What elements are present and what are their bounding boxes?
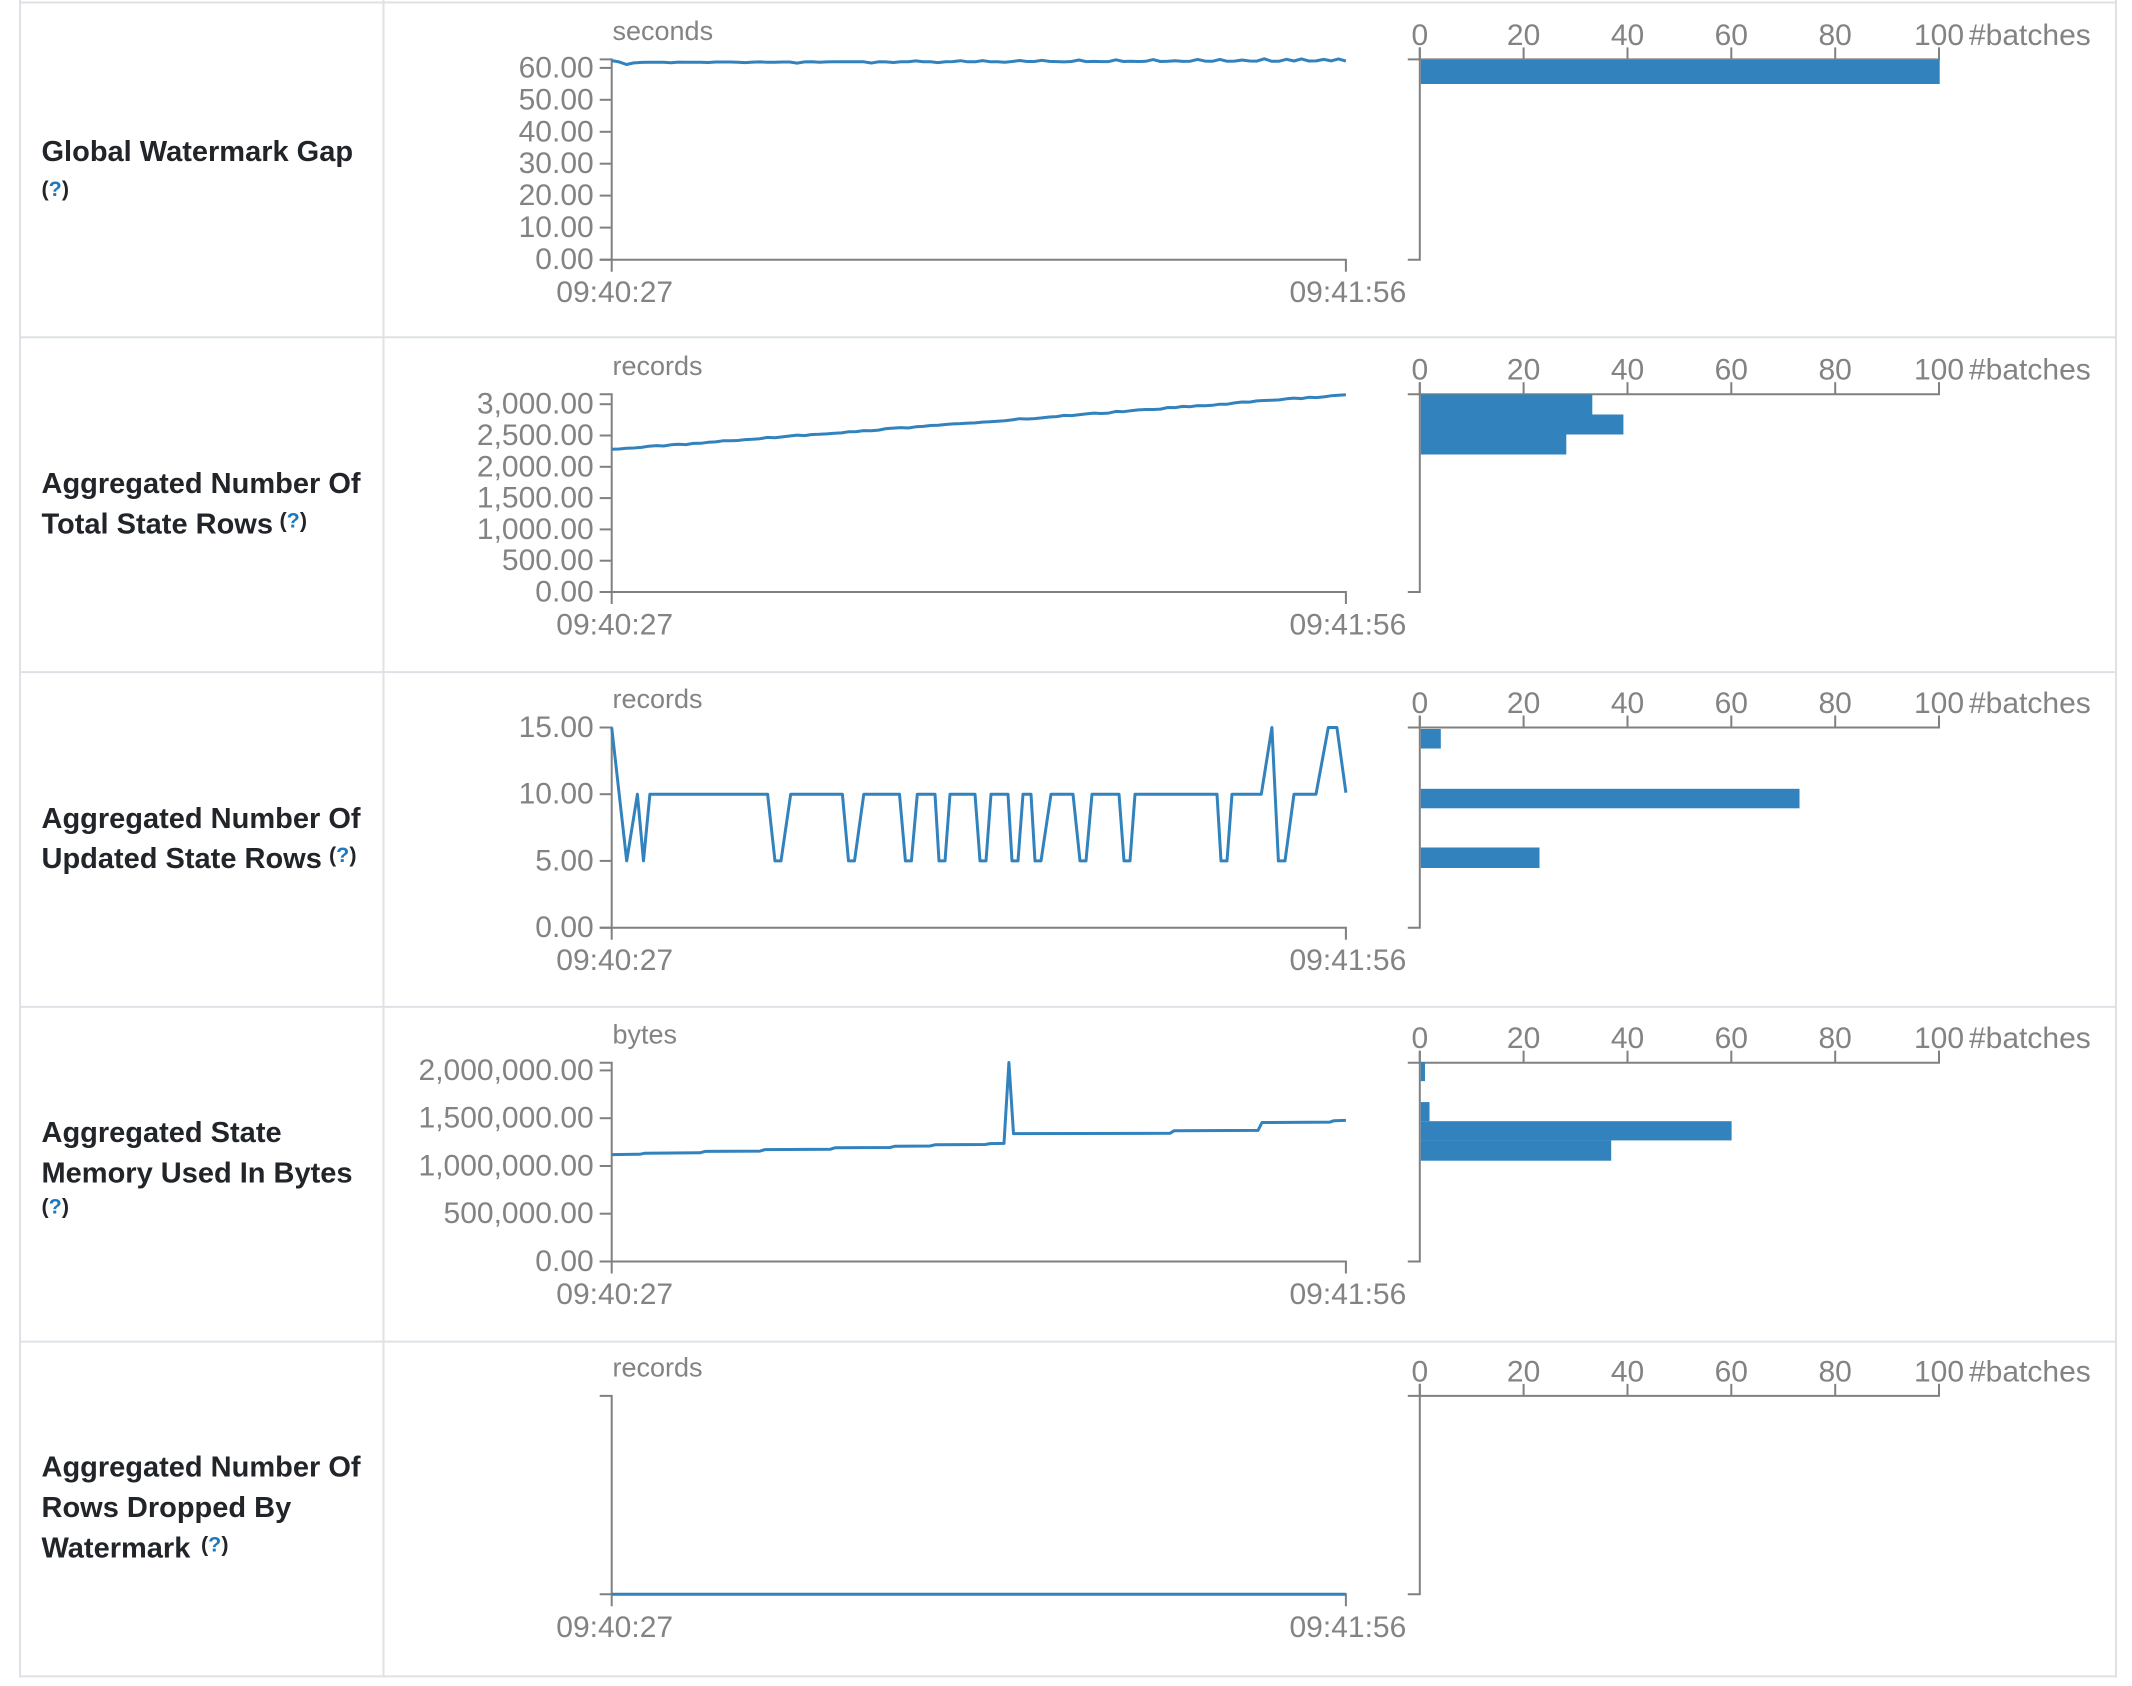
svg-text:09:41:56: 09:41:56 — [1290, 1278, 1407, 1311]
svg-text:Global Watermark Gap: Global Watermark Gap — [42, 136, 354, 168]
svg-text:0: 0 — [1411, 354, 1428, 387]
svg-text:0.00: 0.00 — [535, 576, 593, 609]
svg-text:09:40:27: 09:40:27 — [556, 276, 673, 309]
svg-text:80: 80 — [1819, 19, 1852, 52]
svg-text:40: 40 — [1611, 1022, 1644, 1055]
svg-text:2,000.00: 2,000.00 — [477, 450, 594, 483]
svg-text:1,000,000.00: 1,000,000.00 — [419, 1150, 594, 1183]
svg-text:0: 0 — [1411, 19, 1428, 52]
svg-text:Aggregated Number Of: Aggregated Number Of — [42, 1452, 361, 1484]
svg-text:500.00: 500.00 — [502, 544, 594, 577]
svg-text:15.00: 15.00 — [519, 711, 594, 744]
svg-text:80: 80 — [1819, 1355, 1852, 1388]
svg-text:60: 60 — [1715, 354, 1748, 387]
svg-text:2,000,000.00: 2,000,000.00 — [419, 1054, 594, 1087]
svg-text:40: 40 — [1611, 687, 1644, 720]
svg-text:80: 80 — [1819, 687, 1852, 720]
svg-text:Updated State Rows: Updated State Rows — [42, 843, 322, 875]
svg-text:Watermark: Watermark — [42, 1532, 192, 1564]
svg-text:records: records — [613, 351, 703, 381]
svg-text:60: 60 — [1715, 1022, 1748, 1055]
svg-text:Aggregated State: Aggregated State — [42, 1117, 282, 1149]
svg-text:5.00: 5.00 — [535, 844, 593, 877]
svg-text:bytes: bytes — [613, 1019, 678, 1049]
svg-text:09:41:56: 09:41:56 — [1290, 609, 1407, 642]
svg-text:0: 0 — [1411, 687, 1428, 720]
svg-text:40: 40 — [1611, 1355, 1644, 1388]
svg-text:0.00: 0.00 — [535, 911, 593, 944]
svg-text:60: 60 — [1715, 687, 1748, 720]
svg-text:20.00: 20.00 — [519, 179, 594, 212]
svg-text:(?): (?) — [201, 1532, 228, 1556]
svg-text:09:40:27: 09:40:27 — [556, 1278, 673, 1311]
svg-text:1,500.00: 1,500.00 — [477, 482, 594, 515]
svg-text:seconds: seconds — [613, 16, 714, 46]
svg-text:20: 20 — [1507, 19, 1540, 52]
svg-text:#batches: #batches — [1969, 1022, 2091, 1055]
svg-text:09:41:56: 09:41:56 — [1290, 944, 1407, 977]
svg-text:100: 100 — [1914, 1022, 1964, 1055]
svg-text:80: 80 — [1819, 1022, 1852, 1055]
svg-text:40.00: 40.00 — [519, 115, 594, 148]
svg-text:09:40:27: 09:40:27 — [556, 1611, 673, 1644]
svg-text:#batches: #batches — [1969, 1355, 2091, 1388]
svg-text:(?): (?) — [329, 843, 356, 867]
svg-text:500,000.00: 500,000.00 — [444, 1197, 594, 1230]
svg-text:#batches: #batches — [1969, 19, 2091, 52]
svg-text:Memory Used In Bytes: Memory Used In Bytes — [42, 1157, 353, 1189]
svg-text:0.00: 0.00 — [535, 1245, 593, 1278]
svg-text:0: 0 — [1411, 1355, 1428, 1388]
svg-text:30.00: 30.00 — [519, 147, 594, 180]
svg-text:Aggregated Number Of: Aggregated Number Of — [42, 803, 361, 835]
svg-text:20: 20 — [1507, 354, 1540, 387]
svg-text:1,500,000.00: 1,500,000.00 — [419, 1102, 594, 1135]
svg-text:60.00: 60.00 — [519, 51, 594, 84]
svg-text:09:41:56: 09:41:56 — [1290, 1611, 1407, 1644]
svg-text:40: 40 — [1611, 19, 1644, 52]
svg-text:0: 0 — [1411, 1022, 1428, 1055]
svg-text:(?): (?) — [280, 508, 307, 532]
svg-text:10.00: 10.00 — [519, 211, 594, 244]
svg-text:20: 20 — [1507, 1022, 1540, 1055]
svg-text:Total State Rows: Total State Rows — [42, 508, 274, 540]
svg-text:100: 100 — [1914, 687, 1964, 720]
svg-text:#batches: #batches — [1969, 687, 2091, 720]
svg-text:100: 100 — [1914, 1355, 1964, 1388]
svg-text:50.00: 50.00 — [519, 83, 594, 116]
svg-text:40: 40 — [1611, 354, 1644, 387]
svg-text:80: 80 — [1819, 354, 1852, 387]
svg-text:09:40:27: 09:40:27 — [556, 944, 673, 977]
svg-text:2,500.00: 2,500.00 — [477, 419, 594, 452]
svg-text:60: 60 — [1715, 1355, 1748, 1388]
svg-text:10.00: 10.00 — [519, 778, 594, 811]
svg-text:0.00: 0.00 — [535, 243, 593, 276]
svg-text:Aggregated Number Of: Aggregated Number Of — [42, 468, 361, 500]
svg-text:09:40:27: 09:40:27 — [556, 609, 673, 642]
svg-text:Rows Dropped By: Rows Dropped By — [42, 1492, 292, 1524]
svg-text:records: records — [613, 1353, 703, 1383]
svg-text:60: 60 — [1715, 19, 1748, 52]
svg-text:100: 100 — [1914, 354, 1964, 387]
svg-text:records: records — [613, 684, 703, 714]
svg-text:(?): (?) — [42, 177, 69, 201]
svg-text:20: 20 — [1507, 687, 1540, 720]
svg-text:(?): (?) — [42, 1195, 69, 1219]
svg-text:1,000.00: 1,000.00 — [477, 513, 594, 546]
svg-text:20: 20 — [1507, 1355, 1540, 1388]
svg-text:3,000.00: 3,000.00 — [477, 388, 594, 421]
svg-text:#batches: #batches — [1969, 354, 2091, 387]
svg-text:09:41:56: 09:41:56 — [1290, 276, 1407, 309]
svg-text:100: 100 — [1914, 19, 1964, 52]
